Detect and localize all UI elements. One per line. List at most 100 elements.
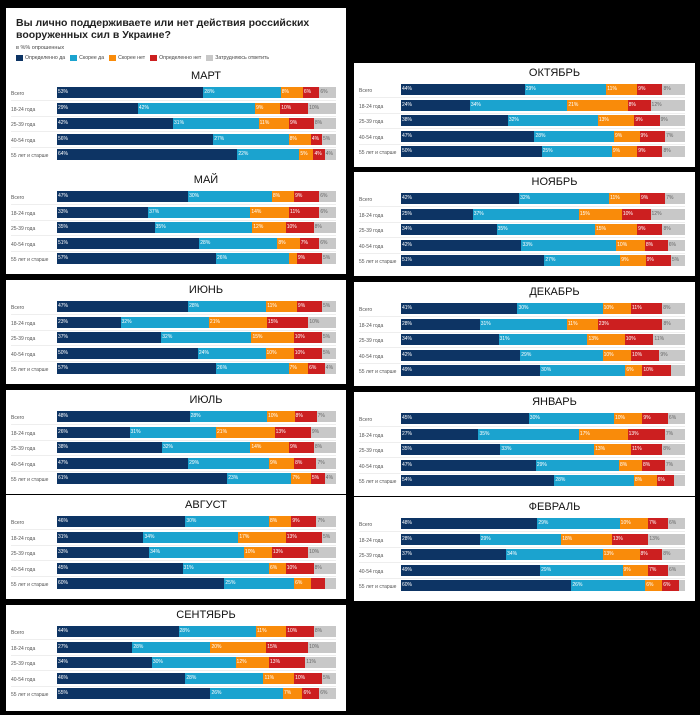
- bar-segment: 46%: [57, 672, 186, 684]
- month-panel: ФЕВРАЛЬ Всего 48% 29% 10% 7% 6% 18-24 года 28% 29…: [354, 497, 695, 601]
- bar-segment: 6%: [645, 580, 663, 591]
- month-title: МАЙ: [193, 174, 219, 186]
- bar-segment: 12%: [235, 657, 270, 668]
- bar-segment: 8%: [294, 457, 317, 469]
- stacked-bar: 46% 28% 11% 10% 5%: [57, 672, 336, 684]
- bar-segment: 11%: [631, 444, 663, 455]
- row-divider: [11, 654, 336, 656]
- bar-segment: 10%: [631, 349, 660, 361]
- bar-segment: [673, 475, 685, 486]
- category-label: 25-39 года: [359, 119, 384, 125]
- bar-segment: 9%: [634, 115, 660, 126]
- legend-label: Скорее да: [79, 55, 105, 61]
- bar-segment: 35%: [401, 444, 501, 455]
- bar-segment: 6%: [667, 518, 685, 529]
- legend-item: Затрудняюсь ответить: [206, 55, 269, 61]
- bar-segment: 7%: [648, 518, 668, 529]
- bar-segment: 51%: [57, 237, 200, 249]
- bar-row: 40-54 года 51% 28% 8% 7% 6%: [6, 237, 346, 253]
- bar-segment: [324, 578, 336, 589]
- bar-segment: 5%: [322, 672, 336, 684]
- stacked-bar: 41% 30% 10% 11% 8%: [401, 303, 685, 314]
- row-divider: [11, 329, 336, 331]
- bar-segment: 8%: [662, 84, 685, 95]
- bar-segment: 6%: [662, 580, 680, 591]
- bar-segment: 13%: [587, 334, 625, 345]
- category-label: 18-24 года: [11, 320, 36, 327]
- stacked-bar: 42% 33% 10% 8% 6%: [401, 239, 685, 251]
- stacked-bar: 44% 28% 11% 10% 8%: [57, 626, 336, 637]
- month-panel: НОЯБРЬ Всего 42% 32% 11% 9% 7% 18-24 года 25% 37%…: [354, 172, 695, 276]
- bar-segment: 10%: [642, 365, 671, 376]
- row-divider: [359, 112, 685, 114]
- bar-segment: 7%: [665, 193, 685, 204]
- bar-segment: 35%: [154, 222, 253, 233]
- chart-header: Вы лично поддерживаете или нет действия …: [6, 8, 346, 66]
- row-divider: [11, 100, 336, 101]
- month-title: ИЮЛЬ: [189, 394, 223, 406]
- category-label: Всего: [11, 520, 25, 526]
- row-divider: [359, 531, 685, 532]
- bar-row: 40-54 года 49% 29% 9% 7% 6%: [354, 564, 695, 580]
- row-divider: [359, 316, 685, 317]
- bar-segment: 25%: [401, 208, 473, 220]
- bar-row: 18-24 года 28% 29% 18% 13% 13%: [354, 533, 695, 549]
- category-label: 18-24 года: [11, 210, 36, 217]
- bar-segment: 13%: [285, 531, 323, 543]
- stacked-bar: 42% 31% 11% 9% 8%: [57, 118, 336, 129]
- bar-segment: 37%: [57, 332, 162, 343]
- row-divider: [359, 143, 685, 145]
- bar-segment: 30%: [517, 303, 603, 314]
- stacked-bar: 57% 26% 9% 5%: [57, 253, 336, 264]
- bar-row: 40-54 года 47% 28% 9% 9% 7%: [354, 130, 695, 146]
- bar-segment: 8%: [662, 318, 685, 330]
- bar-segment: 61%: [57, 473, 228, 484]
- stacked-bar: 44% 29% 11% 9% 8%: [401, 84, 685, 95]
- category-label: 18-24 года: [11, 535, 36, 542]
- stacked-bar: 60% 25% 6%: [57, 578, 336, 589]
- bar-segment: 5%: [322, 133, 336, 145]
- bar-segment: 33%: [57, 206, 149, 218]
- bar-segment: 31%: [173, 118, 259, 129]
- bar-segment: 23%: [57, 316, 121, 328]
- month-title: ДЕКАБРЬ: [529, 286, 580, 298]
- stacked-bar: 61% 23% 7% 5% 4%: [57, 473, 336, 484]
- bar-segment: 6%: [319, 191, 336, 202]
- bar-row: Всего 47% 30% 8% 9% 6%: [6, 191, 346, 206]
- row-divider: [11, 455, 336, 456]
- bar-row: 18-24 года 25% 37% 15% 10% 12%: [354, 208, 695, 224]
- bar-segment: 7%: [316, 457, 336, 469]
- month-panel: МАРТ Всего 53% 28% 8% 6% 6% 18-24 года 29% 42% 9% 1…: [6, 66, 346, 170]
- category-label: 40-54 года: [359, 463, 384, 470]
- bar-segment: 8%: [627, 99, 651, 111]
- bar-segment: [288, 253, 297, 264]
- category-label: 25-39 года: [359, 228, 384, 234]
- bar-segment: 9%: [642, 413, 668, 424]
- bar-row: 40-54 года 50% 24% 10% 10% 5%: [6, 347, 346, 363]
- stacked-bar: 50% 24% 10% 10% 5%: [57, 347, 336, 359]
- bar-segment: 7%: [664, 459, 685, 471]
- stacked-bar: 35% 35% 12% 10% 8%: [57, 222, 336, 233]
- bar-segment: 9%: [291, 516, 317, 527]
- bar-segment: 8%: [662, 303, 685, 314]
- bar-segment: 35%: [496, 224, 595, 235]
- bar-segment: 8%: [313, 118, 336, 129]
- bar-segment: 50%: [57, 347, 198, 359]
- bar-segment: 9%: [294, 191, 320, 202]
- legend-item: Определенно да: [16, 55, 65, 61]
- bar-segment: 33%: [521, 239, 617, 251]
- bar-segment: 11%: [263, 672, 295, 684]
- bar-segment: 21%: [216, 426, 275, 438]
- bar-segment: 6%: [269, 562, 286, 574]
- bar-segment: 7%: [648, 564, 668, 576]
- category-label: 18-24 года: [359, 537, 384, 544]
- category-label: 40-54 года: [11, 566, 36, 573]
- category-label: 18-24 года: [359, 103, 384, 110]
- bar-segment: 26%: [216, 363, 289, 374]
- bar-row: 18-24 года 24% 34% 21% 8% 12%: [354, 99, 695, 115]
- category-label: 55 лет и старше: [359, 259, 397, 265]
- bar-row: 55 лет и старше 60% 26% 6% 6%: [354, 580, 695, 595]
- bar-row: 25-39 года 35% 33% 13% 11% 8%: [354, 444, 695, 459]
- bar-row: 55 лет и старше 54% 28% 8% 6%: [354, 475, 695, 490]
- bar-segment: 32%: [120, 316, 209, 328]
